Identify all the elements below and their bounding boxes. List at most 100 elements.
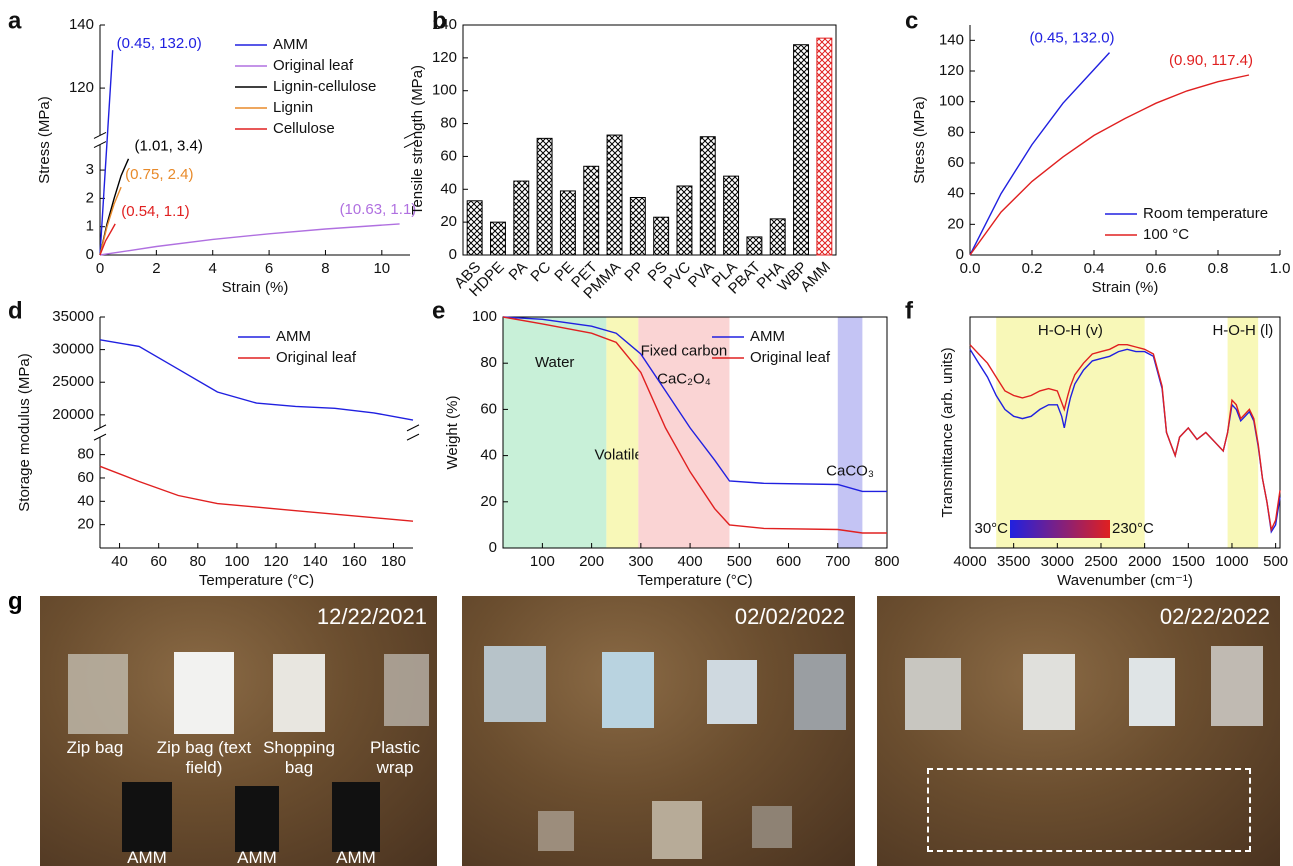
sample [602, 652, 654, 728]
sample [384, 654, 429, 726]
y-tick-label: 40 [440, 180, 457, 197]
end-label: (1.01, 3.4) [134, 138, 202, 155]
y-tick-label: 120 [939, 62, 964, 79]
y-tick-label: 2 [86, 189, 94, 206]
x-tick-label: 3000 [1041, 553, 1074, 570]
y-tick-label: 100 [939, 93, 964, 110]
panel-label: e [432, 297, 445, 324]
x-tick-label: PA [506, 259, 531, 284]
x-tick-label: 1000 [1215, 553, 1248, 570]
bar [537, 138, 552, 255]
y-tick-label: 100 [472, 308, 497, 325]
y-tick-label: 60 [947, 154, 964, 171]
legend-label: Room temperature [1143, 205, 1268, 222]
y-tick-label: 120 [432, 49, 457, 66]
x-tick-label: 140 [303, 553, 328, 570]
bar [677, 186, 692, 255]
x-tick-label: 2500 [1084, 553, 1117, 570]
x-tick-label: 2 [152, 260, 160, 277]
x-tick-label: 40 [111, 553, 128, 570]
y-tick-label: 80 [480, 354, 497, 371]
x-tick-label: 0.0 [960, 260, 981, 277]
y-tick-label: 80 [77, 446, 94, 463]
end-label: (0.45, 132.0) [1030, 30, 1115, 47]
panel-label: a [8, 7, 22, 34]
photo-date: 12/22/2021 [317, 604, 427, 630]
x-tick-label: 4 [209, 260, 217, 277]
legend-label: Original leaf [750, 349, 831, 366]
y-tick-label: 30000 [52, 341, 94, 358]
legend-label: AMM [276, 328, 311, 345]
y-axis-title: Storage modulus (MPa) [16, 353, 33, 511]
y-tick-label: 1 [86, 218, 94, 235]
bar [654, 217, 669, 255]
colorbar-label: 30°C [974, 520, 1008, 537]
sample-label: AMM [306, 848, 406, 866]
end-label: (0.90, 117.4) [1169, 52, 1253, 69]
x-axis-title: Wavenumber (cm⁻¹) [1057, 572, 1193, 589]
sample [235, 786, 279, 852]
x-tick-label: 700 [825, 553, 850, 570]
region-label: Fixed carbon [641, 343, 728, 360]
line [970, 53, 1110, 255]
axis-break [407, 434, 419, 440]
photo-date: 02/22/2022 [1160, 604, 1270, 630]
region-label: Water [535, 354, 574, 371]
x-tick-label: 0.2 [1022, 260, 1043, 277]
x-tick-label: 800 [874, 553, 899, 570]
y-tick-label: 35000 [52, 308, 94, 325]
sample [752, 806, 792, 848]
y-tick-label: 20000 [52, 406, 94, 423]
photo-date: 02/02/2022 [735, 604, 845, 630]
sample [707, 660, 757, 724]
photo: 02/22/2022 [877, 596, 1280, 866]
x-tick-label: 6 [265, 260, 273, 277]
y-tick-label: 20 [947, 215, 964, 232]
bar [630, 198, 645, 256]
panel-label: f [905, 297, 914, 324]
panel-label: c [905, 7, 918, 34]
y-axis-title: Stress (MPa) [36, 96, 53, 184]
region-label: H-O-H (l) [1212, 322, 1273, 339]
legend-label: AMM [750, 328, 785, 345]
legend-label: Lignin [273, 99, 313, 116]
y-tick-label: 20 [77, 516, 94, 533]
y-tick-label: 60 [77, 469, 94, 486]
y-tick-label: 80 [440, 115, 457, 132]
x-tick-label: 60 [150, 553, 167, 570]
x-tick-label: 1.0 [1270, 260, 1291, 277]
photo: 12/22/2021 Zip bag Zip bag (text field) … [40, 596, 437, 866]
x-axis-title: Temperature (°C) [199, 572, 314, 589]
y-tick-label: 60 [440, 147, 457, 164]
y-tick-label: 140 [432, 16, 457, 33]
x-tick-label: 0.6 [1146, 260, 1167, 277]
x-tick-label: 400 [678, 553, 703, 570]
y-tick-label: 60 [480, 400, 497, 417]
x-tick-label: 300 [628, 553, 653, 570]
line [100, 340, 413, 420]
sample-label: Zip bag (text field) [154, 738, 254, 778]
panel-label: d [8, 297, 23, 324]
figure: a01231201400246810Strain (%)Stress (MPa)… [0, 0, 1293, 866]
bar [514, 181, 529, 255]
sample [538, 811, 574, 851]
bar [794, 45, 809, 255]
sample [332, 782, 380, 852]
photo: 02/02/2022 [462, 596, 855, 866]
y-tick-label: 40 [77, 492, 94, 509]
x-axis-title: Strain (%) [1092, 279, 1159, 296]
x-tick-label: PP [621, 259, 647, 285]
x-tick-label: 1500 [1172, 553, 1205, 570]
sample [794, 654, 846, 730]
y-tick-label: 0 [86, 246, 94, 263]
y-tick-label: 40 [947, 185, 964, 202]
line [100, 224, 400, 255]
sample-label: AMM [207, 848, 307, 866]
y-tick-label: 3 [86, 161, 94, 178]
sample [1129, 658, 1175, 726]
sample [484, 646, 546, 722]
x-tick-label: 160 [342, 553, 367, 570]
x-axis-title: Temperature (°C) [637, 572, 752, 589]
sample-label: Shopping bag [249, 738, 349, 778]
bar [607, 135, 622, 255]
